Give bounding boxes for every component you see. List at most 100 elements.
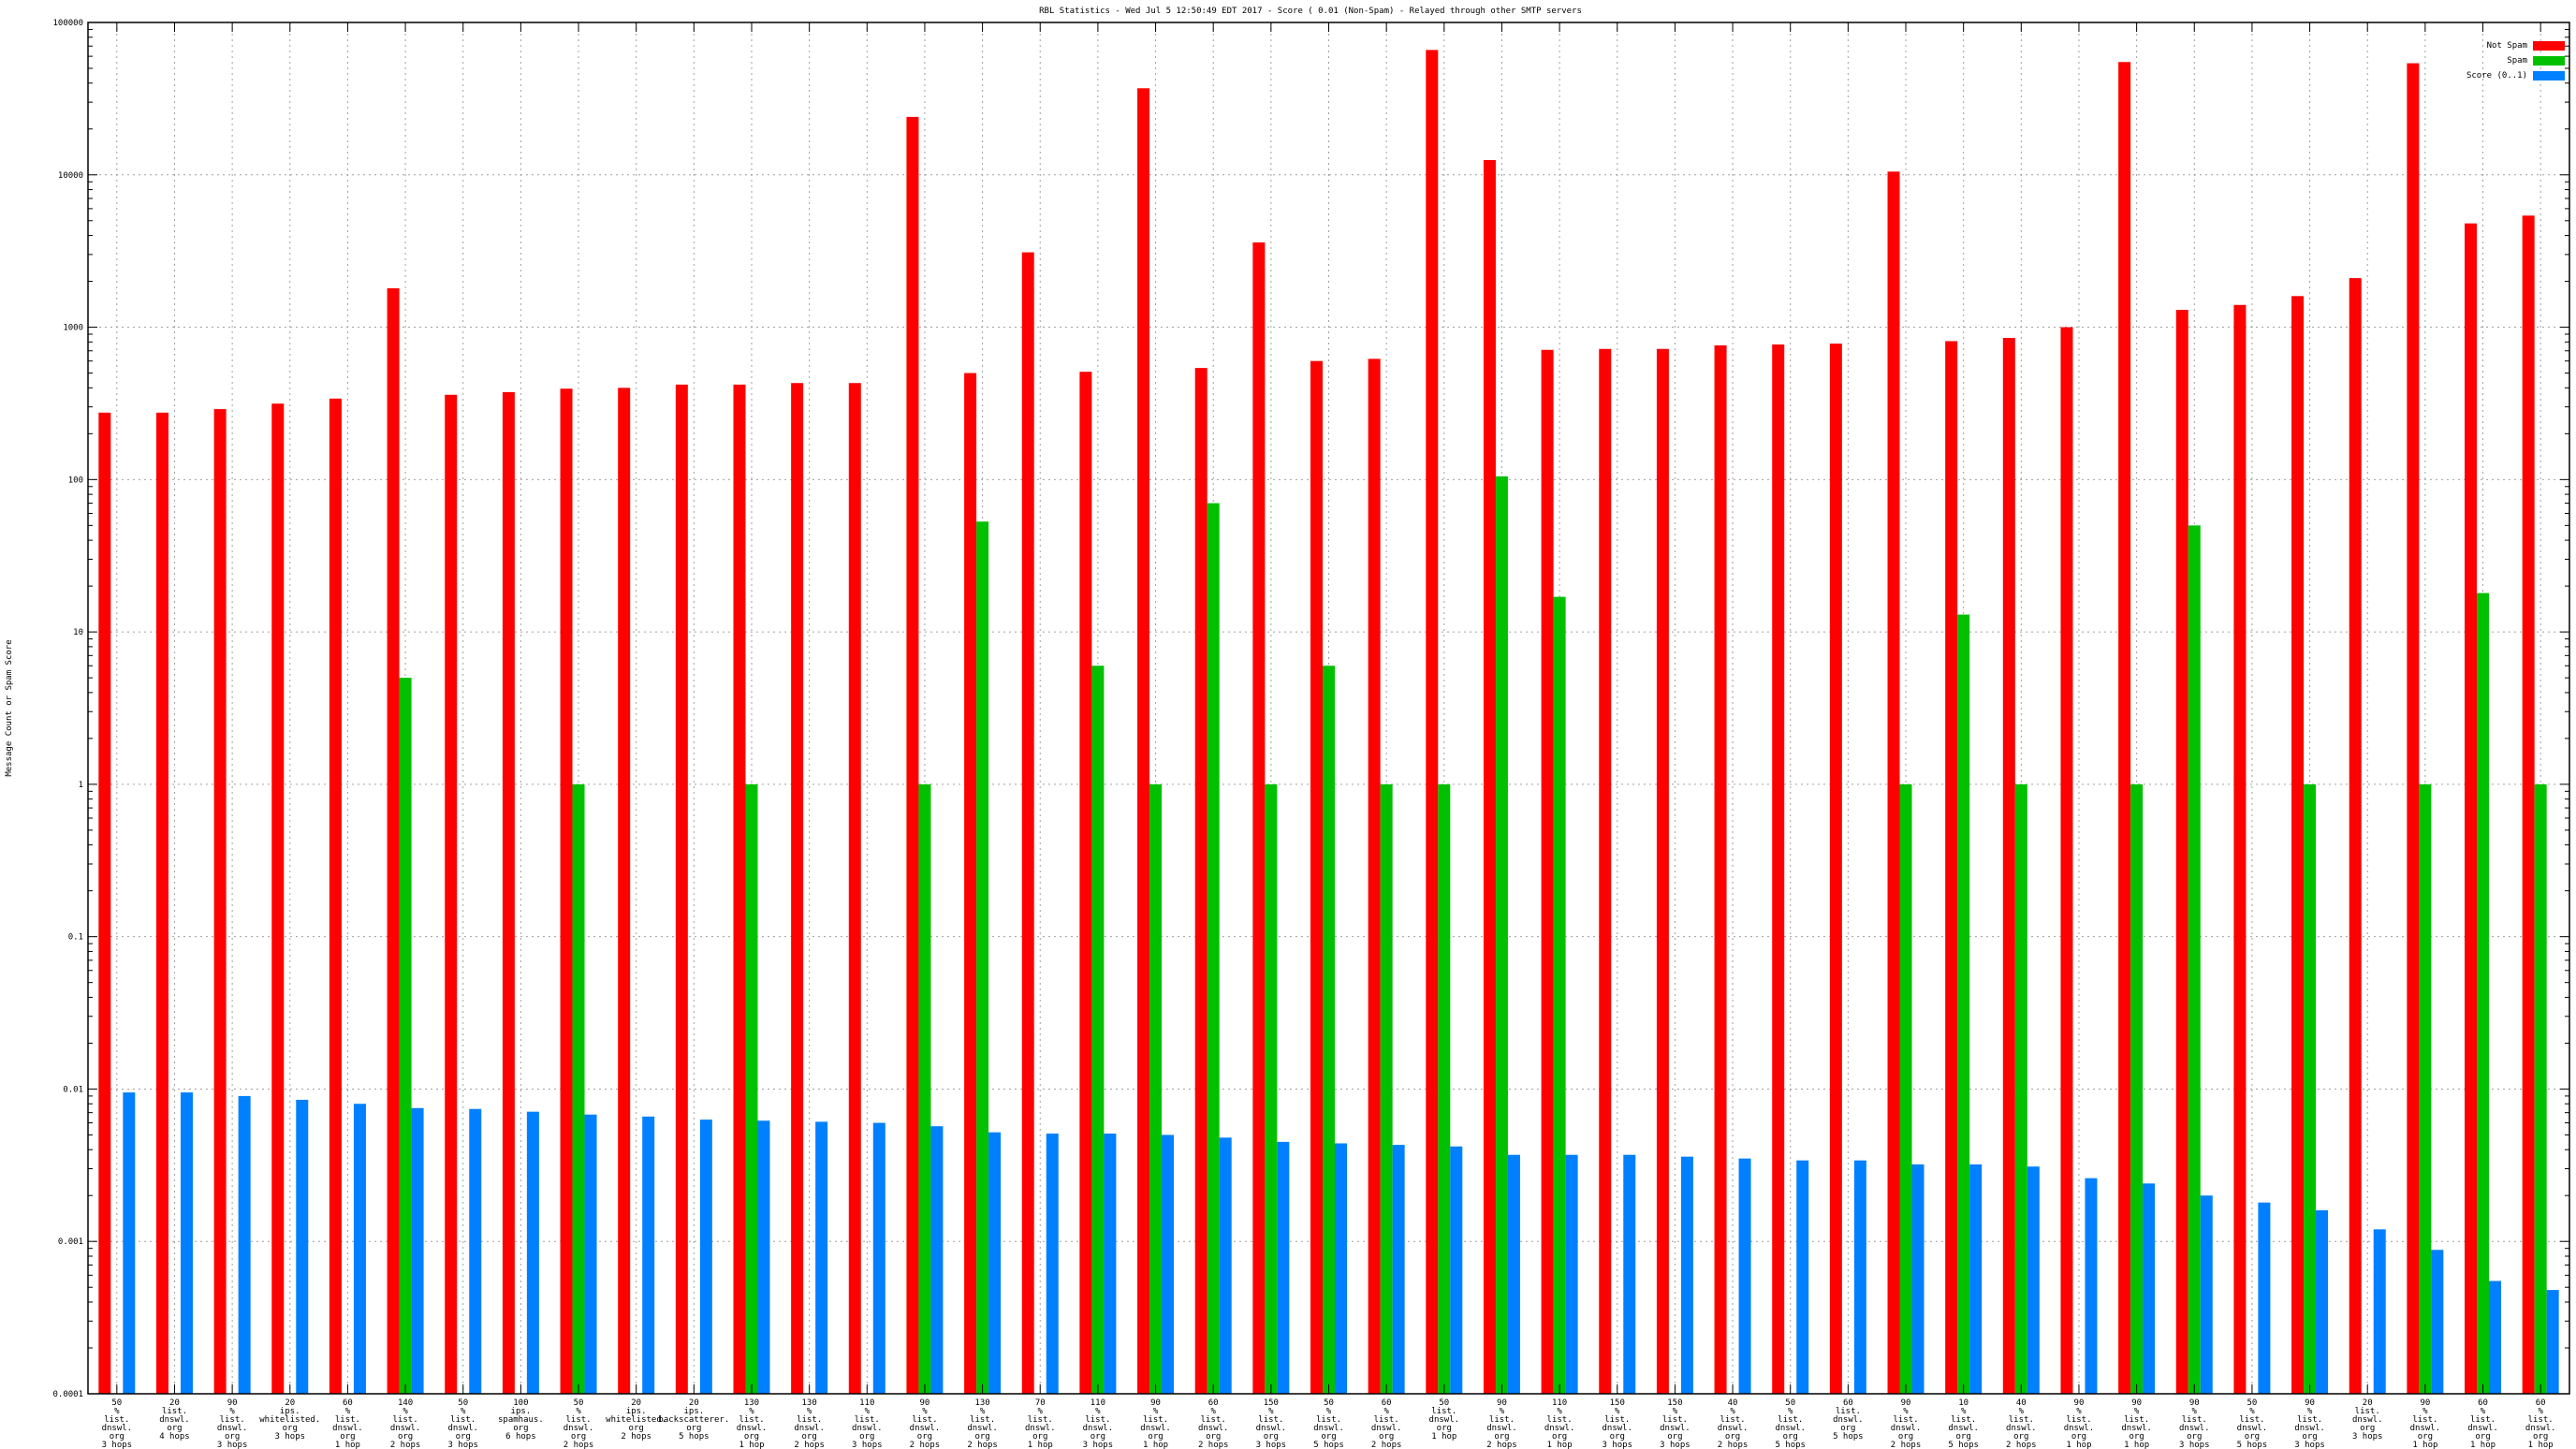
- x-tick-label-line: dnswl.: [2410, 1424, 2441, 1433]
- x-tick-label-line: dnswl.: [2064, 1424, 2095, 1433]
- x-tick-label-line: 1 hop: [1028, 1441, 1053, 1449]
- x-tick-label-line: org: [1437, 1424, 1452, 1433]
- x-tick-label-line: list.: [2528, 1415, 2554, 1425]
- x-tick-label-line: 2 hops: [1718, 1441, 1749, 1449]
- x-tick-label-line: 3 hops: [102, 1441, 133, 1449]
- y-axis-label: Message Count or Spam Score: [5, 639, 14, 776]
- x-tick-label-line: 1 hop: [1431, 1432, 1456, 1442]
- y-tick-label: 100000: [52, 19, 83, 28]
- x-tick-label-line: 130: [744, 1398, 759, 1408]
- x-tick-label-line: list.: [2412, 1415, 2437, 1425]
- x-tick-label-line: %: [922, 1407, 928, 1416]
- y-tick-label: 0.01: [63, 1085, 83, 1094]
- x-tick-label-line: list.: [162, 1407, 187, 1416]
- x-tick-label-line: org: [1898, 1432, 1913, 1442]
- bar-spam: [1091, 666, 1105, 1394]
- x-tick-label-line: list.: [1720, 1415, 1746, 1425]
- bar-not-spam: [848, 383, 861, 1394]
- x-tick-label-line: 90: [920, 1398, 930, 1408]
- x-tick-label-line: 50: [574, 1398, 584, 1408]
- x-tick-label-line: 50: [458, 1398, 468, 1408]
- x-tick-label-line: org: [2071, 1432, 2086, 1442]
- x-tick-label-line: whitelisted.: [606, 1415, 666, 1425]
- x-tick-label-line: list.: [2124, 1415, 2149, 1425]
- x-tick-label-line: list.: [1836, 1407, 1861, 1416]
- bar-score-0-1: [469, 1108, 482, 1394]
- x-tick-label-line: 140: [398, 1398, 413, 1408]
- bar-score-0-1: [1738, 1158, 1751, 1394]
- x-tick-label-line: dnswl.: [1833, 1415, 1864, 1425]
- x-tick-label-line: 1 hop: [2470, 1441, 2496, 1449]
- bar-not-spam: [98, 412, 111, 1395]
- bar-not-spam: [2407, 63, 2420, 1395]
- x-tick-label-line: 90: [227, 1398, 238, 1408]
- bar-not-spam: [1887, 171, 1900, 1395]
- legend-label: Not Spam: [2487, 41, 2527, 51]
- x-tick-label-line: dnswl.: [2006, 1424, 2037, 1433]
- x-tick-label: 60% list. dnswl. org 1 hop: [2467, 1398, 2498, 1449]
- x-tick-label: 60% list. dnswl. org 2 hops: [1198, 1398, 1229, 1449]
- bars: [98, 50, 2559, 1395]
- x-tick-label-line: org: [1148, 1432, 1163, 1442]
- x-tick-label-line: list.: [2009, 1415, 2034, 1425]
- x-tick-label-line: org: [1840, 1424, 1855, 1433]
- bar-not-spam: [271, 403, 285, 1394]
- x-tick-label-line: org: [686, 1424, 701, 1433]
- bar-not-spam: [2002, 338, 2015, 1395]
- x-tick-label: 130% list. dnswl. org 1 hop: [737, 1398, 768, 1449]
- bar-score-0-1: [411, 1107, 424, 1394]
- x-tick-label: 150% list. dnswl. org 3 hops: [1602, 1398, 1632, 1449]
- x-tick-label-line: 1 hop: [739, 1441, 764, 1449]
- x-tick-label-line: dnswl.: [1948, 1424, 1979, 1433]
- bar-spam: [976, 521, 989, 1394]
- x-tick-label-line: dnswl.: [159, 1415, 190, 1425]
- x-tick-label-line: 3 hops: [2294, 1441, 2325, 1449]
- x-tick-label-line: ips.: [280, 1407, 300, 1416]
- x-tick-label: 90% list. dnswl. org 1 hop: [1140, 1398, 1171, 1449]
- x-tick-label-line: dnswl.: [447, 1424, 478, 1433]
- bar-score-0-1: [238, 1095, 251, 1394]
- x-tick-label-line: 90: [2189, 1398, 2200, 1408]
- bar-spam: [1899, 783, 1912, 1394]
- x-tick-label: 90% list. dnswl. org 3 hops: [217, 1398, 248, 1449]
- bar-score-0-1: [1969, 1164, 1983, 1394]
- x-tick-label-line: %: [1730, 1407, 1735, 1416]
- bar-score-0-1: [1911, 1164, 1925, 1394]
- bar-score-0-1: [815, 1121, 828, 1394]
- x-tick-label-line: 20: [631, 1398, 641, 1408]
- legend: Not Spam Spam Score (0..1): [2466, 41, 2565, 80]
- x-tick-label-line: 2 hops: [1891, 1441, 1922, 1449]
- bar-not-spam: [1945, 341, 1958, 1394]
- bar-not-spam: [1656, 348, 1669, 1394]
- legend-label: Score (0..1): [2466, 71, 2527, 80]
- x-tick-label-line: 150: [1667, 1398, 1682, 1408]
- x-tick-label-line: 50: [111, 1398, 122, 1408]
- x-tick-label: 90% list. dnswl. org 1 hop: [2064, 1398, 2095, 1449]
- x-tick-label: 20 ips. whitelisted. org 2 hops: [606, 1398, 666, 1442]
- bar-not-spam: [1310, 360, 1323, 1394]
- x-tick-label-line: list.: [855, 1415, 880, 1425]
- x-tick-label-line: list.: [393, 1415, 418, 1425]
- x-tick-label-line: 150: [1610, 1398, 1625, 1408]
- bar-score-0-1: [757, 1120, 770, 1394]
- x-tick-label-line: whitelisted.: [259, 1415, 320, 1425]
- x-tick-label-line: 5 hops: [2237, 1441, 2268, 1449]
- legend-label: Spam: [2507, 56, 2527, 66]
- bar-spam: [1207, 503, 1220, 1394]
- x-tick-label: 90% list. dnswl. org 1 hop: [2121, 1398, 2152, 1449]
- x-tick-label-line: 10: [1958, 1398, 1969, 1408]
- x-tick-label-line: org: [2360, 1424, 2375, 1433]
- x-tick-label-line: %: [1153, 1407, 1159, 1416]
- x-tick-label-line: org: [2475, 1432, 2490, 1442]
- bar-not-spam: [2291, 296, 2305, 1394]
- x-tick-label-line: %: [1326, 1407, 1332, 1416]
- x-tick-label-line: 130: [974, 1398, 989, 1408]
- x-tick-label: 50% list. dnswl. org 5 hops: [1313, 1398, 1344, 1449]
- x-tick-label-line: org: [167, 1424, 182, 1433]
- x-tick-label-line: 20: [689, 1398, 699, 1408]
- x-tick-label-line: dnswl.: [1256, 1424, 1287, 1433]
- x-tick-label: 90% list. dnswl. org 2 hops: [910, 1398, 941, 1449]
- bar-score-0-1: [2258, 1202, 2271, 1394]
- x-tick-label-line: dnswl.: [2237, 1424, 2268, 1433]
